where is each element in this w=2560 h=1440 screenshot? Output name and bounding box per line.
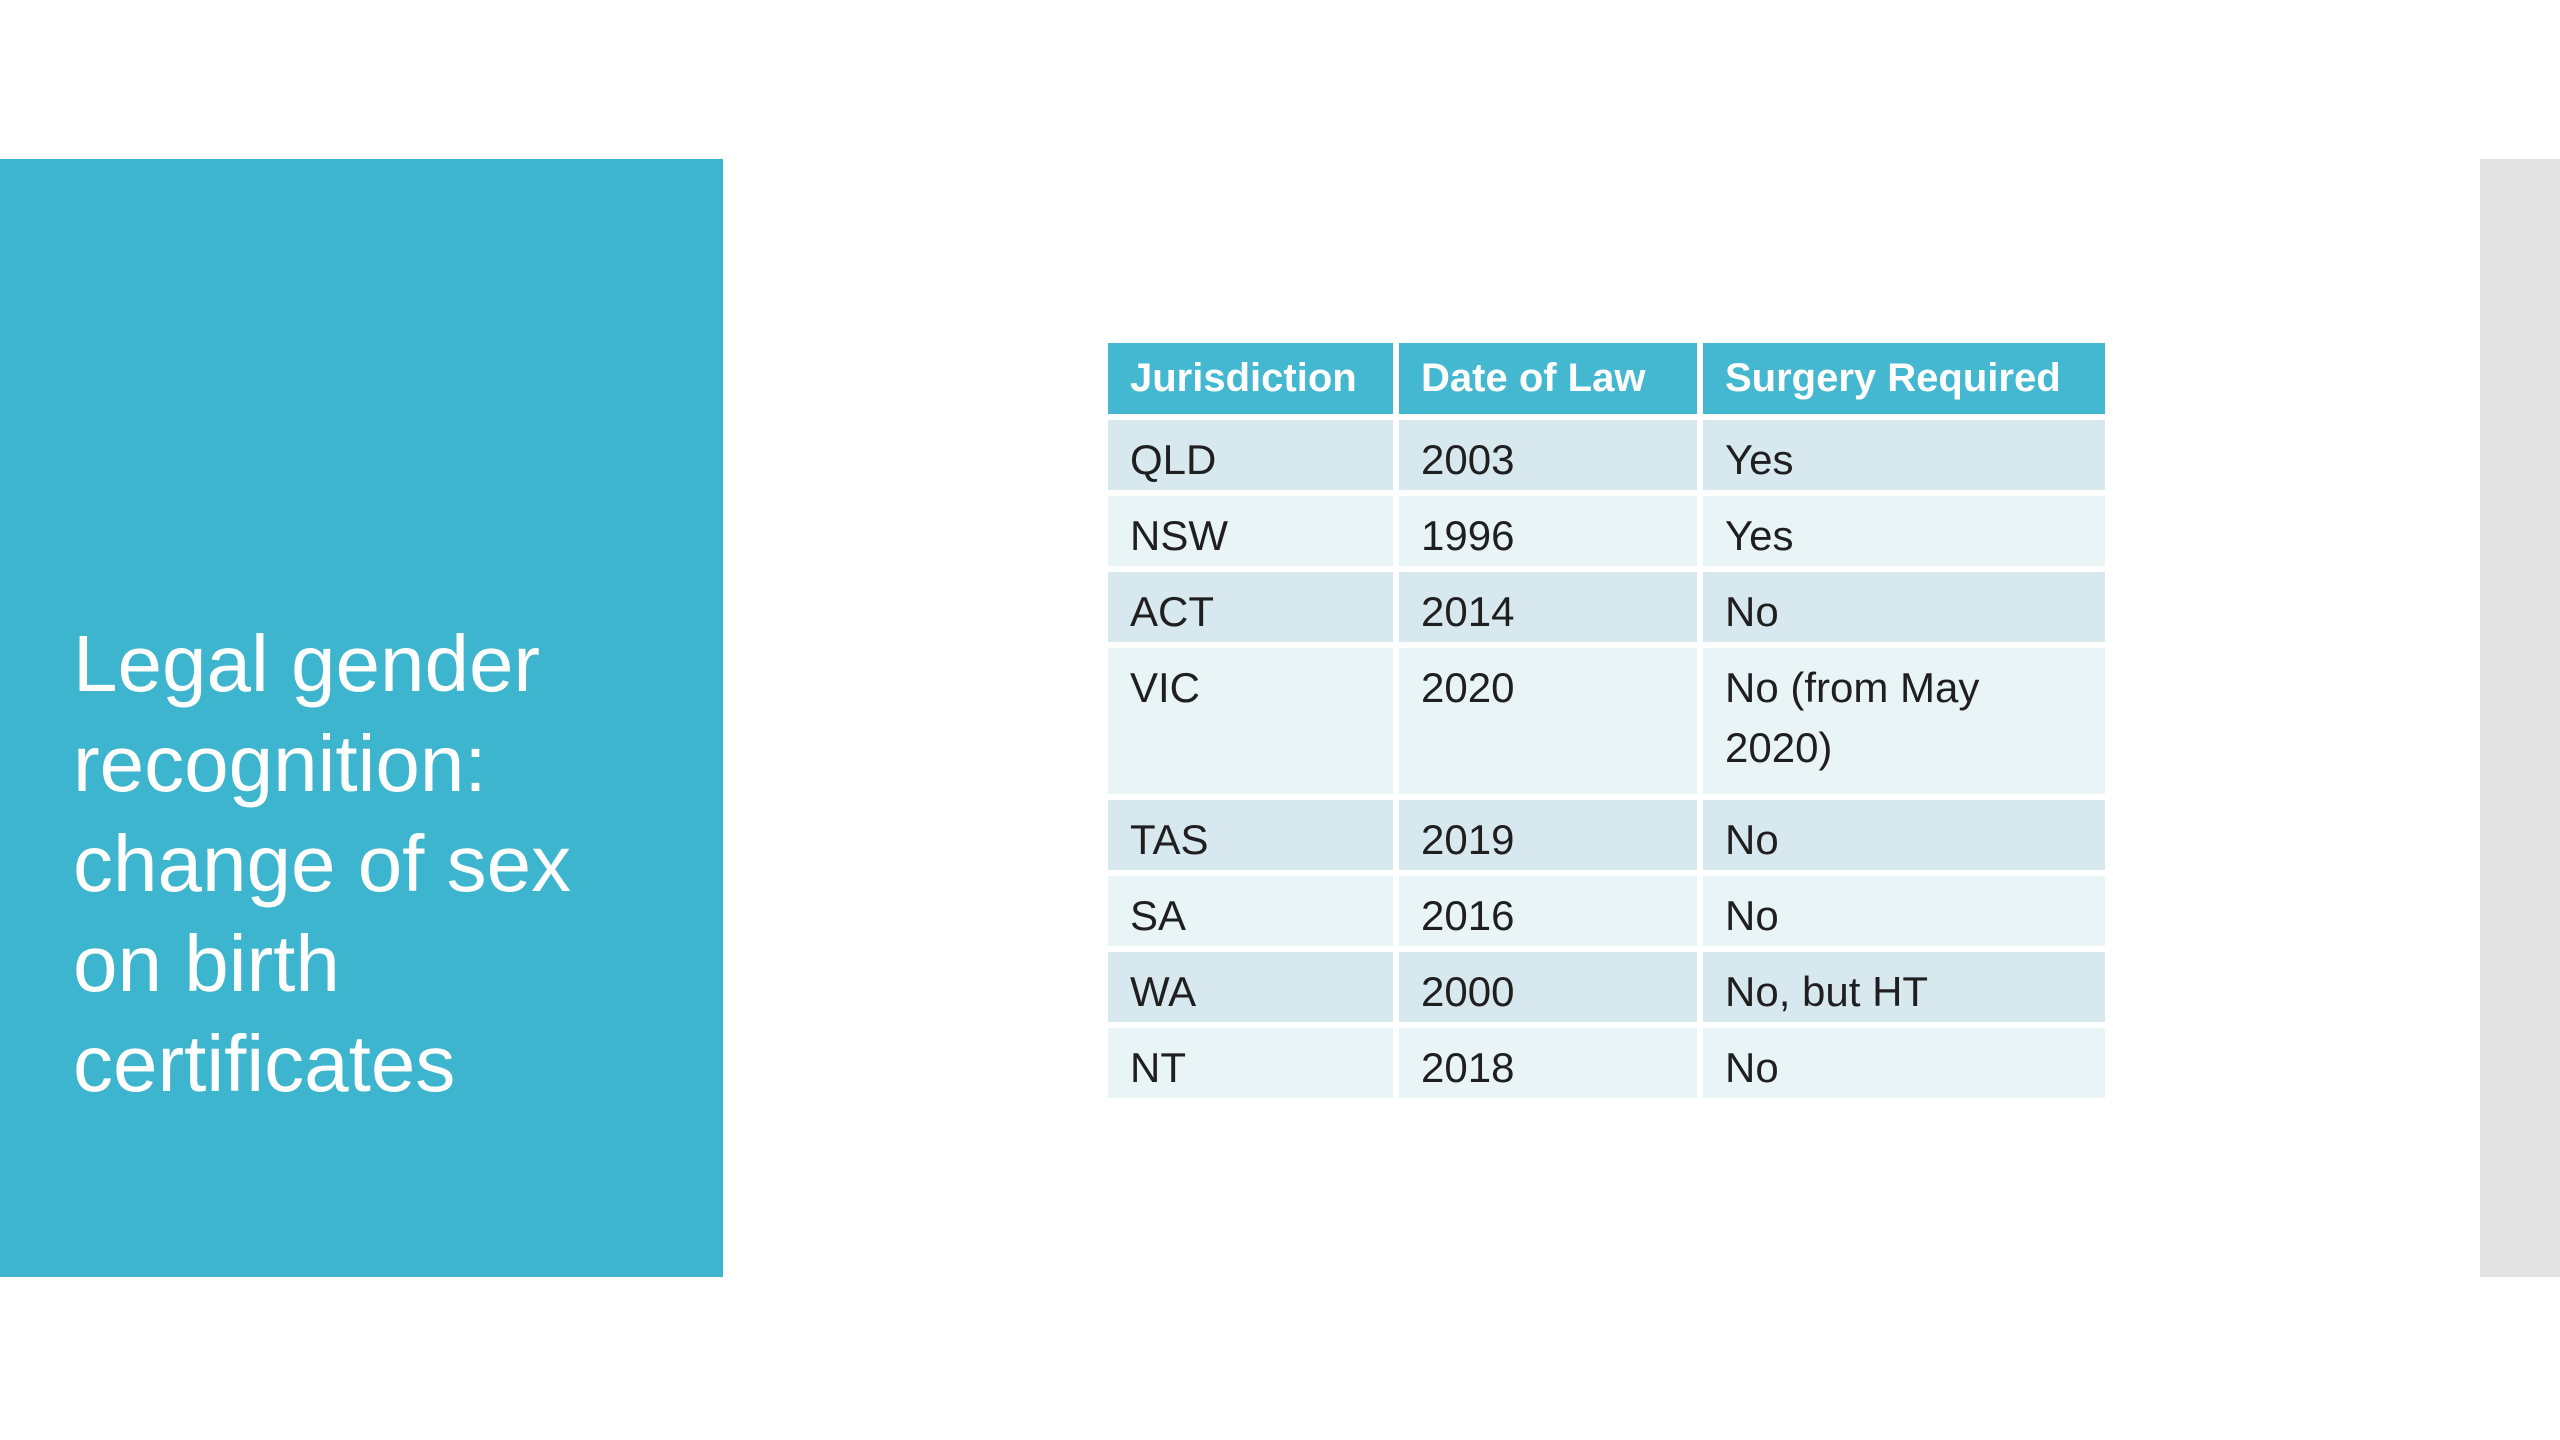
table-cell-act-jurisdiction: ACT — [1108, 572, 1393, 642]
table-cell-vic-date-of-law: 2020 — [1399, 648, 1697, 794]
table-cell-sa-date-of-law: 2016 — [1399, 876, 1697, 946]
table-cell-qld-date-of-law: 2003 — [1399, 420, 1697, 490]
table-cell-act-surgery-required: No — [1703, 572, 2105, 642]
table-cell-nsw-date-of-law: 1996 — [1399, 496, 1697, 566]
table-cell-nt-date-of-law: 2018 — [1399, 1028, 1697, 1098]
column-header-jurisdiction: Jurisdiction — [1108, 343, 1393, 414]
table-cell-tas-date-of-law: 2019 — [1399, 800, 1697, 870]
table-cell-nt-surgery-required: No — [1703, 1028, 2105, 1098]
table-cell-nsw-surgery-required: Yes — [1703, 496, 2105, 566]
table-cell-tas-jurisdiction: TAS — [1108, 800, 1393, 870]
table-cell-tas-surgery-required: No — [1703, 800, 2105, 870]
table-cell-nt-jurisdiction: NT — [1108, 1028, 1393, 1098]
slide-title: Legal gender recognition: change of sex … — [73, 619, 572, 1108]
table-cell-qld-jurisdiction: QLD — [1108, 420, 1393, 490]
table-cell-act-date-of-law: 2014 — [1399, 572, 1697, 642]
table-cell-qld-surgery-required: Yes — [1703, 420, 2105, 490]
data-table: Jurisdiction Date of Law Surgery Required Q… — [1108, 343, 2105, 1098]
table-cell-sa-surgery-required: No — [1703, 876, 2105, 946]
column-header-surgery-required: Surgery Required — [1703, 343, 2105, 414]
table-cell-nsw-jurisdiction: NSW — [1108, 496, 1393, 566]
title-panel: Legal gender recognition: change of sex … — [0, 159, 723, 1277]
table-cell-sa-jurisdiction: SA — [1108, 876, 1393, 946]
table-cell-vic-jurisdiction: VIC — [1108, 648, 1393, 794]
table-cell-wa-date-of-law: 2000 — [1399, 952, 1697, 1022]
table-cell-wa-jurisdiction: WA — [1108, 952, 1393, 1022]
table-cell-wa-surgery-required: No, but HT — [1703, 952, 2105, 1022]
column-header-date-of-law: Date of Law — [1399, 343, 1697, 414]
table-cell-vic-surgery-required: No (from May 2020) — [1703, 648, 2105, 794]
next-slide-edge — [2480, 159, 2560, 1277]
